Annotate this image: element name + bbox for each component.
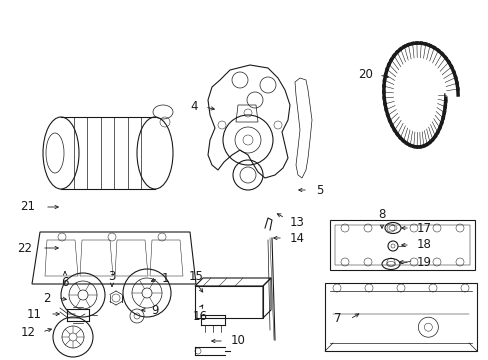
- Text: 6: 6: [61, 275, 69, 288]
- Text: 9: 9: [151, 303, 159, 316]
- Text: 22: 22: [18, 242, 32, 255]
- Text: 15: 15: [188, 270, 203, 283]
- Text: 2: 2: [43, 292, 51, 305]
- Text: 10: 10: [230, 334, 245, 347]
- Text: 8: 8: [378, 207, 385, 220]
- Text: 4: 4: [190, 100, 197, 113]
- Text: 13: 13: [289, 216, 304, 229]
- Text: 12: 12: [20, 325, 36, 338]
- Text: 18: 18: [416, 238, 430, 252]
- Text: 14: 14: [289, 231, 304, 244]
- Text: 5: 5: [316, 184, 323, 197]
- Text: 21: 21: [20, 201, 36, 213]
- Text: 3: 3: [108, 270, 116, 283]
- Text: 17: 17: [416, 221, 430, 234]
- Text: 20: 20: [358, 68, 373, 81]
- Text: 11: 11: [26, 307, 41, 320]
- Text: 19: 19: [416, 256, 430, 269]
- Text: 7: 7: [334, 312, 341, 325]
- Text: 16: 16: [192, 310, 207, 323]
- Text: 1: 1: [161, 271, 168, 284]
